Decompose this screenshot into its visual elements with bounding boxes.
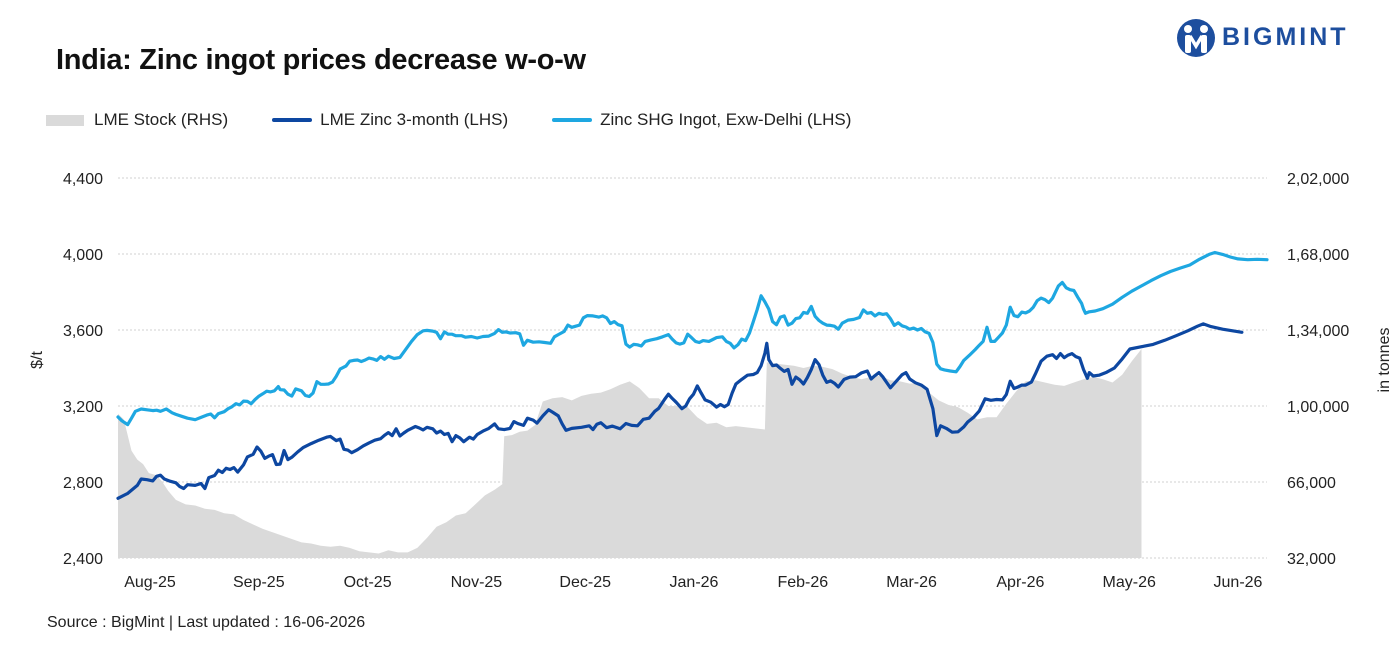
lme-zinc-3month-line	[116, 322, 1244, 500]
x-tick-label: Feb-26	[777, 574, 828, 591]
logo-text: BIGMINT	[1222, 23, 1349, 51]
price-lines-layer	[116, 250, 1269, 500]
right-tick-label: 1,34,000	[1287, 323, 1349, 340]
right-axis-title: in tonnes	[1376, 328, 1393, 393]
right-tick-label: 32,000	[1287, 551, 1336, 568]
legend-swatch-area	[46, 114, 84, 126]
left-tick-label: 3,600	[63, 323, 103, 340]
x-tick-label: May-26	[1103, 574, 1156, 591]
right-tick-label: 2,02,000	[1287, 171, 1349, 188]
right-tick-label: 1,00,000	[1287, 399, 1349, 416]
left-axis: 2,400 2,800 3,200 3,600 4,000 4,400	[63, 171, 103, 568]
x-tick-label: Aug-25	[124, 574, 176, 591]
price-chart: 2,400 2,800 3,200 3,600 4,000 4,400 32,000 66,…	[29, 171, 1393, 591]
right-axis: 32,000 66,000 1,00,000 1,34,000 1,68,000 2,02…	[1287, 171, 1349, 568]
source-note: Source : BigMint | Last updated : 16-06-…	[47, 614, 366, 631]
legend-swatch-line	[552, 118, 593, 122]
legend-item-zinc-shg: Zinc SHG Ingot, Exw-Delhi (LHS)	[552, 110, 851, 130]
legend-item-lme-stock: LME Stock (RHS)	[46, 110, 228, 130]
legend-label: LME Zinc 3-month (LHS)	[320, 110, 509, 129]
zinc-shg-ingot-line	[116, 250, 1269, 427]
lme-stock-area	[118, 349, 1142, 558]
left-tick-label: 2,800	[63, 475, 103, 492]
legend-item-lme-zinc: LME Zinc 3-month (LHS)	[272, 110, 508, 130]
stock-area-layer	[118, 349, 1142, 558]
x-tick-label: Mar-26	[886, 574, 937, 591]
left-tick-label: 4,000	[63, 247, 103, 264]
x-tick-label: Oct-25	[344, 574, 392, 591]
right-tick-label: 66,000	[1287, 475, 1336, 492]
legend-label: LME Stock (RHS)	[94, 110, 229, 129]
x-tick-label: Jun-26	[1214, 574, 1263, 591]
x-tick-label: Sep-25	[233, 574, 285, 591]
x-tick-label: Apr-26	[996, 574, 1044, 591]
x-tick-label: Jan-26	[670, 574, 719, 591]
left-axis-title: $/t	[29, 351, 46, 369]
left-tick-label: 3,200	[63, 399, 103, 416]
left-tick-label: 4,400	[63, 171, 103, 188]
logo-mark-icon	[1177, 19, 1215, 57]
page-title: India: Zinc ingot prices decrease w-o-w	[56, 44, 586, 76]
chart-legend: LME Stock (RHS) LME Zinc 3-month (LHS) Z…	[46, 110, 895, 130]
x-axis: Aug-25 Sep-25 Oct-25 Nov-25 Dec-25 Jan-26 Feb-…	[124, 574, 1262, 591]
legend-swatch-line	[272, 118, 313, 122]
x-tick-label: Dec-25	[559, 574, 611, 591]
left-tick-label: 2,400	[63, 551, 103, 568]
x-tick-label: Nov-25	[451, 574, 503, 591]
right-tick-label: 1,68,000	[1287, 247, 1349, 264]
legend-label: Zinc SHG Ingot, Exw-Delhi (LHS)	[600, 110, 852, 129]
bigmint-logo: BIGMINT	[1176, 14, 1386, 62]
